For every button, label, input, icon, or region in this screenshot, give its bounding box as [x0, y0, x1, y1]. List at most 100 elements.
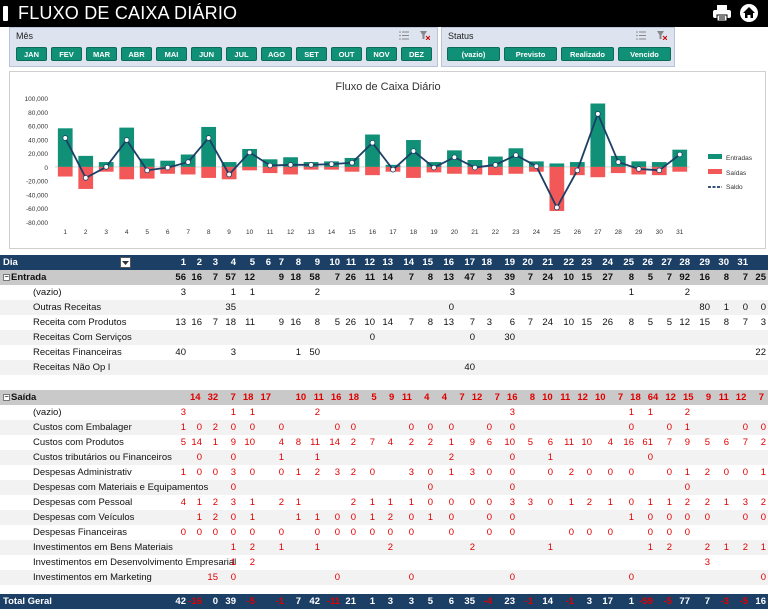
cell: 13	[443, 317, 454, 328]
cell: 7	[278, 257, 284, 268]
cell	[411, 450, 433, 465]
cell	[531, 300, 553, 315]
cell: 0	[334, 422, 340, 433]
clear-filter-icon[interactable]	[420, 31, 431, 41]
month-button-jul[interactable]: JUL	[226, 47, 257, 61]
cell: 0	[684, 482, 690, 493]
month-button-out[interactable]: OUT	[331, 47, 362, 61]
cell: 13	[382, 257, 393, 268]
month-button-abr[interactable]: ABR	[121, 47, 152, 61]
saldo-point	[185, 159, 191, 165]
cell: 26	[642, 257, 653, 268]
saidas-bar	[365, 166, 380, 176]
row-label-text: Despesas com Materiais e Equipamentos	[33, 482, 209, 493]
collapse-icon[interactable]: −	[3, 273, 10, 281]
status-button-2[interactable]: Realizado	[561, 47, 614, 61]
row-label-text: Investimentos em Desenvolvimento Empresa…	[33, 557, 237, 568]
cell: 14	[329, 437, 340, 448]
month-button-mar[interactable]: MAR	[86, 47, 117, 61]
entradas-bar	[651, 162, 667, 167]
cell: 14	[382, 272, 393, 283]
x-tick-label: 13	[307, 229, 315, 236]
cell	[470, 450, 492, 465]
saldo-point	[62, 135, 69, 141]
status-button-0[interactable]: (vazio)	[447, 47, 500, 61]
cell: 1	[647, 497, 653, 508]
cell: 0	[408, 527, 414, 538]
cell: 47	[464, 272, 475, 283]
month-button-jan[interactable]: JAN	[16, 47, 47, 61]
saidas-bar	[344, 166, 360, 172]
cell: 0	[607, 527, 613, 538]
cell: 17	[602, 596, 613, 607]
cell: 24	[602, 257, 613, 268]
table-row: Custos com Embalager 1 0 2 0 0 0 0 0 0 0 0 0 0 0 0 1 0 0	[0, 420, 768, 435]
cell	[411, 330, 433, 345]
cell: 26	[345, 317, 356, 328]
row-label[interactable]: − Entrada	[3, 270, 46, 285]
status-button-1[interactable]: Previsto	[504, 47, 557, 61]
cell: -4	[483, 596, 492, 607]
x-tick-label: 19	[430, 229, 438, 236]
cell: 0	[666, 422, 672, 433]
cell: 11	[718, 392, 729, 403]
x-tick-label: 12	[287, 229, 295, 236]
entradas-bar	[201, 126, 217, 167]
cell: 1	[230, 407, 236, 418]
filter-dropdown-icon[interactable]	[120, 257, 131, 268]
cell: 7	[494, 392, 500, 403]
cell	[668, 360, 690, 375]
multi-select-icon[interactable]	[636, 31, 646, 40]
cell: 0	[647, 452, 653, 463]
legend-label: Saldo	[726, 184, 743, 191]
cell: 0	[427, 497, 433, 508]
status-button-3[interactable]: Vencido	[618, 47, 671, 61]
cell: 4	[387, 437, 393, 448]
cell: 80	[699, 302, 710, 313]
month-button-ago[interactable]: AGO	[261, 47, 292, 61]
cell: 0	[278, 467, 284, 478]
cell: 16	[623, 437, 634, 448]
table-row: Receitas Financeiras 40 3 1 50 22	[0, 345, 768, 360]
cell: 0	[369, 332, 375, 343]
cell	[470, 540, 492, 555]
printer-icon[interactable]	[711, 3, 733, 23]
saidas-bar	[180, 166, 196, 175]
month-button-fev[interactable]: FEV	[51, 47, 82, 61]
cell: 2	[568, 467, 574, 478]
cell: 0	[230, 527, 236, 538]
cell: 3	[486, 272, 492, 283]
cell: 7	[212, 317, 218, 328]
cell: -1	[524, 596, 533, 607]
month-button-dez[interactable]: DEZ	[401, 47, 432, 61]
cell: 25	[755, 272, 766, 283]
cell: 9	[278, 272, 284, 283]
collapse-icon[interactable]: −	[3, 393, 10, 401]
home-icon[interactable]	[738, 3, 760, 23]
cell: 3	[704, 557, 710, 568]
cell	[668, 450, 690, 465]
multi-select-icon[interactable]	[399, 31, 409, 40]
month-button-mai[interactable]: MAI	[156, 47, 187, 61]
cell: 10	[504, 437, 515, 448]
cell	[371, 465, 393, 480]
cash-flow-chart: Fluxo de Caixa Diário 100,000 80,000 60,00…	[9, 71, 766, 249]
cell	[298, 330, 320, 345]
month-button-nov[interactable]: NOV	[366, 47, 397, 61]
month-button-set[interactable]: SET	[296, 47, 327, 61]
cell: 1	[723, 497, 729, 508]
cell: 0	[666, 512, 672, 523]
cell	[531, 420, 553, 435]
cell: -11	[326, 596, 340, 607]
clear-filter-icon[interactable]	[657, 31, 668, 41]
cell: 1	[295, 512, 301, 523]
cell	[531, 525, 553, 540]
cell: 1	[212, 437, 218, 448]
cell: 3	[180, 407, 186, 418]
row-label[interactable]: − Saída	[3, 390, 36, 405]
cell: 0	[628, 422, 634, 433]
month-button-jun[interactable]: JUN	[191, 47, 222, 61]
cell	[511, 555, 533, 570]
cell: 7	[369, 437, 375, 448]
cell: 31	[737, 257, 748, 268]
